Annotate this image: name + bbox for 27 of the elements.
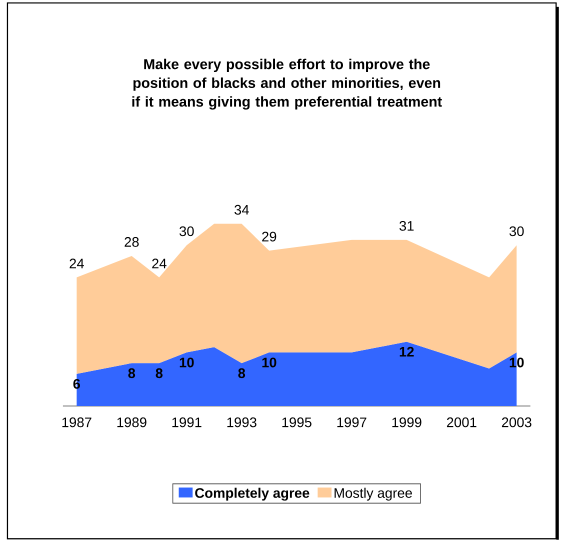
- x-tick-label: 2001: [446, 418, 476, 428]
- data-label: 10: [262, 358, 276, 368]
- data-label: 8: [128, 368, 136, 378]
- x-tick-label: 2003: [502, 418, 532, 428]
- x-tick-label: 1997: [337, 418, 366, 428]
- x-tick-label: 1993: [227, 418, 256, 428]
- data-label: 28: [124, 237, 139, 247]
- x-tick-label: 1995: [282, 418, 312, 428]
- data-label: 30: [180, 226, 194, 236]
- x-tick-label: 1999: [392, 418, 422, 428]
- data-label: 30: [509, 226, 524, 236]
- data-label: 6: [73, 379, 80, 389]
- x-tick-label: 1991: [172, 418, 202, 428]
- data-label: 24: [70, 258, 84, 268]
- legend-label: Mostly agree: [334, 488, 412, 501]
- chart-title: Make every possible effort to improve the position of blacks and other minorities, even if it means giving them preferential treatment: [132, 58, 442, 110]
- x-tick-label: 1987: [62, 418, 92, 428]
- data-label: 8: [156, 368, 163, 378]
- data-label: 24: [152, 258, 166, 268]
- x-tick-label: 1989: [117, 418, 146, 428]
- data-label: 34: [234, 205, 249, 215]
- data-label: 31: [399, 221, 414, 231]
- data-label: 29: [262, 232, 276, 242]
- data-label: 8: [238, 368, 246, 378]
- data-label: 12: [400, 346, 414, 357]
- data-label: 10: [180, 358, 194, 368]
- legend-label: Completely agree: [195, 488, 310, 501]
